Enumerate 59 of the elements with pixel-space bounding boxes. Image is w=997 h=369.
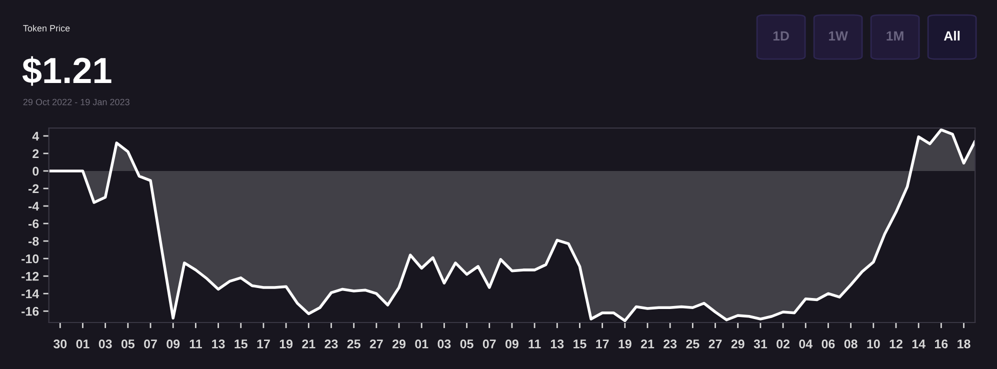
text: 1D (773, 31, 789, 40)
x-tick-label: 21 (640, 340, 654, 348)
y-tick-label: 0 (32, 166, 39, 176)
x-tick-label: 13 (550, 340, 564, 348)
y-tick-label: -6 (28, 219, 39, 228)
chart-title: Token Price (23, 24, 70, 32)
y-tick-label: -16 (22, 306, 39, 316)
x-tick-label: 25 (347, 340, 360, 348)
text: 1W (829, 31, 848, 40)
y-tick-label: 4 (32, 132, 40, 140)
x-tick-label: 19 (280, 340, 293, 348)
y-tick-label: -10 (22, 254, 39, 264)
x-tick-label: 16 (935, 340, 948, 348)
x-tick-label: 11 (190, 340, 202, 348)
x-tick-label: 27 (708, 340, 722, 348)
x-tick-label: 19 (618, 340, 632, 348)
y-tick-label: -8 (28, 236, 39, 246)
y-tick-label: -14 (22, 290, 40, 298)
x-tick-label: 13 (212, 340, 225, 348)
x-tick-label: 15 (574, 340, 586, 348)
x-tick-label: 01 (415, 340, 428, 348)
x-tick-label: 09 (506, 340, 518, 348)
y-tick-label: -2 (28, 184, 39, 194)
x-tick-label: 03 (98, 340, 112, 348)
x-tick-label: 17 (257, 340, 270, 348)
x-tick-label: 05 (460, 340, 474, 348)
x-tick-label: 12 (890, 340, 902, 348)
x-tick-label: 10 (867, 340, 880, 348)
x-tick-label: 29 (731, 340, 744, 348)
x-tick-label: 02 (776, 340, 790, 348)
text: All (944, 30, 960, 40)
text: 1M (886, 31, 904, 40)
y-tick-label: 2 (32, 149, 39, 158)
x-tick-label: 07 (482, 340, 496, 348)
y-tick-label: -4 (28, 202, 40, 211)
x-tick-label: 15 (234, 340, 248, 348)
x-tick-label: 03 (438, 340, 451, 348)
text: 29 Oct 2022 - 19 Jan 2023 (23, 98, 130, 106)
x-tick-label: 01 (76, 340, 90, 348)
chart-subtitle: $1.21 (22, 56, 112, 86)
x-tick-label: 25 (686, 340, 700, 348)
x-tick-label: 14 (912, 340, 926, 348)
x-tick-label: 23 (324, 340, 338, 348)
x-tick-label: 30 (53, 340, 67, 348)
x-tick-label: 23 (664, 340, 677, 348)
x-tick-label: 07 (144, 340, 157, 348)
x-tick-label: 04 (799, 340, 813, 348)
x-tick-label: 05 (121, 340, 135, 348)
x-tick-label: 31 (754, 340, 768, 348)
x-tick-label: 21 (302, 340, 316, 348)
x-tick-label: 18 (958, 340, 970, 348)
x-tick-label: 06 (822, 340, 835, 348)
y-tick-label: -12 (22, 272, 39, 281)
x-tick-label: 09 (166, 340, 180, 348)
x-tick-label: 11 (528, 340, 541, 348)
x-tick-label: 29 (392, 340, 406, 348)
x-tick-label: 27 (370, 340, 383, 348)
x-tick-label: 08 (844, 340, 858, 348)
x-tick-label: 17 (596, 340, 609, 348)
